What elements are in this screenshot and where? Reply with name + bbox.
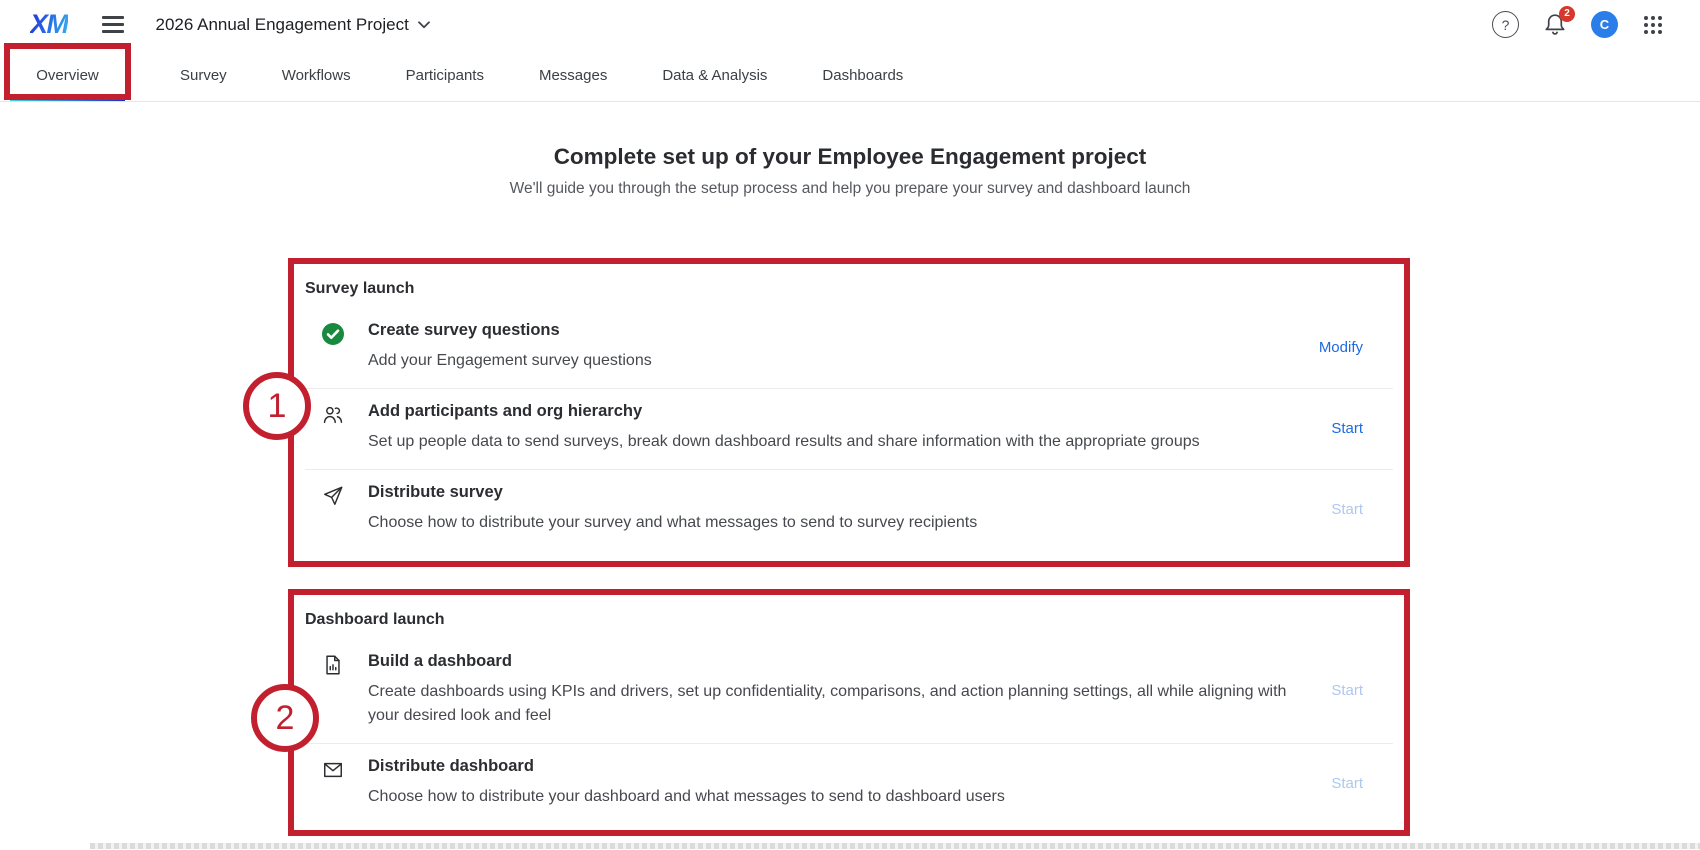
xm-logo: XM [30, 9, 69, 39]
setup-step-row: Create survey questions Add your Engagem… [305, 308, 1393, 388]
tab-workflows-label: Workflows [281, 66, 351, 84]
dashboard-launch-card: Dashboard launch Build a dashboa [294, 595, 1404, 824]
avatar[interactable]: C [1591, 11, 1618, 38]
tab-participants-label: Participants [405, 66, 484, 84]
project-tab-bar: Overview Survey Workflows Participants M… [0, 49, 1700, 102]
setup-step-row: Build a dashboard Create dashboards usin… [305, 639, 1393, 743]
step-description: Set up people data to send surveys, brea… [368, 433, 1200, 450]
annotation-box-survey-launch: Survey launch Create survey questions Ad… [288, 258, 1410, 567]
annotation-box-dashboard-launch: Dashboard launch Build a dashboa [288, 589, 1410, 836]
cutoff-content-strip [90, 843, 1700, 849]
people-icon [322, 402, 344, 426]
tab-survey[interactable]: Survey [180, 49, 227, 101]
tab-dashboards-label: Dashboards [822, 66, 904, 84]
step-text: Create survey questions Add your Engagem… [368, 321, 1319, 373]
tab-survey-label: Survey [180, 66, 227, 84]
tab-participants[interactable]: Participants [406, 49, 484, 101]
check-circle-icon [322, 321, 344, 345]
tab-messages-label: Messages [538, 66, 608, 84]
tab-data-analysis-label: Data & Analysis [662, 66, 768, 84]
setup-step-row: Distribute dashboard Choose how to distr… [305, 743, 1393, 824]
project-title-dropdown[interactable]: 2026 Annual Engagement Project [156, 15, 430, 35]
notifications-button[interactable]: 2 [1543, 5, 1575, 38]
section-title: Survey launch [305, 280, 415, 297]
modify-link[interactable]: Modify [1318, 338, 1363, 356]
send-icon [322, 483, 344, 507]
tab-overview-label: Overview [36, 66, 99, 84]
step-description: Add your Engagement survey questions [368, 352, 652, 369]
hamburger-bar [101, 23, 124, 26]
step-text: Distribute dashboard Choose how to distr… [368, 757, 1331, 809]
step-description: Choose how to distribute your dashboard … [368, 788, 1005, 805]
dashboard-document-icon [322, 652, 344, 676]
app-grid-icon[interactable] [1642, 14, 1664, 36]
step-title: Distribute survey [368, 483, 503, 501]
top-bar: XM 2026 Annual Engagement Project ? 2 C [0, 0, 1700, 50]
step-text: Build a dashboard Create dashboards usin… [368, 652, 1331, 728]
tab-data-analysis[interactable]: Data & Analysis [662, 49, 767, 101]
hamburger-bar [101, 16, 124, 19]
topbar-actions: ? 2 C [1492, 5, 1664, 38]
start-link[interactable]: Start [1331, 500, 1363, 518]
start-link[interactable]: Start [1331, 681, 1363, 699]
setup-step-row: Distribute survey Choose how to distribu… [305, 469, 1393, 550]
notification-badge: 2 [1559, 5, 1575, 22]
tab-dashboards[interactable]: Dashboards [822, 49, 903, 101]
hamburger-menu-icon[interactable] [101, 16, 124, 33]
step-description: Create dashboards using KPIs and drivers… [368, 683, 1287, 724]
step-title: Add participants and org hierarchy [368, 402, 643, 420]
help-icon[interactable]: ? [1492, 11, 1519, 38]
step-title: Build a dashboard [368, 652, 512, 670]
hamburger-bar [101, 30, 124, 33]
setup-header: Complete set up of your Employee Engagem… [0, 144, 1700, 198]
step-text: Distribute survey Choose how to distribu… [368, 483, 1331, 535]
step-description: Choose how to distribute your survey and… [368, 514, 978, 531]
project-title-label: 2026 Annual Engagement Project [155, 14, 409, 34]
step-title: Create survey questions [368, 321, 560, 339]
tab-overview[interactable]: Overview [10, 49, 125, 101]
tab-messages[interactable]: Messages [539, 49, 607, 101]
setup-step-row: Add participants and org hierarchy Set u… [305, 388, 1393, 469]
bell-icon [1545, 13, 1565, 35]
active-tab-underline [10, 95, 125, 101]
survey-launch-card: Survey launch Create survey questions Ad… [294, 264, 1404, 550]
envelope-icon [322, 757, 344, 781]
page-title: Complete set up of your Employee Engagem… [553, 144, 1147, 169]
tab-workflows[interactable]: Workflows [282, 49, 351, 101]
start-link[interactable]: Start [1331, 774, 1363, 792]
chevron-down-icon [417, 20, 430, 28]
step-title: Distribute dashboard [368, 757, 534, 775]
section-title: Dashboard launch [305, 611, 445, 628]
step-text: Add participants and org hierarchy Set u… [368, 402, 1331, 454]
start-link[interactable]: Start [1331, 419, 1363, 437]
page-subtitle: We'll guide you through the setup proces… [509, 180, 1191, 197]
